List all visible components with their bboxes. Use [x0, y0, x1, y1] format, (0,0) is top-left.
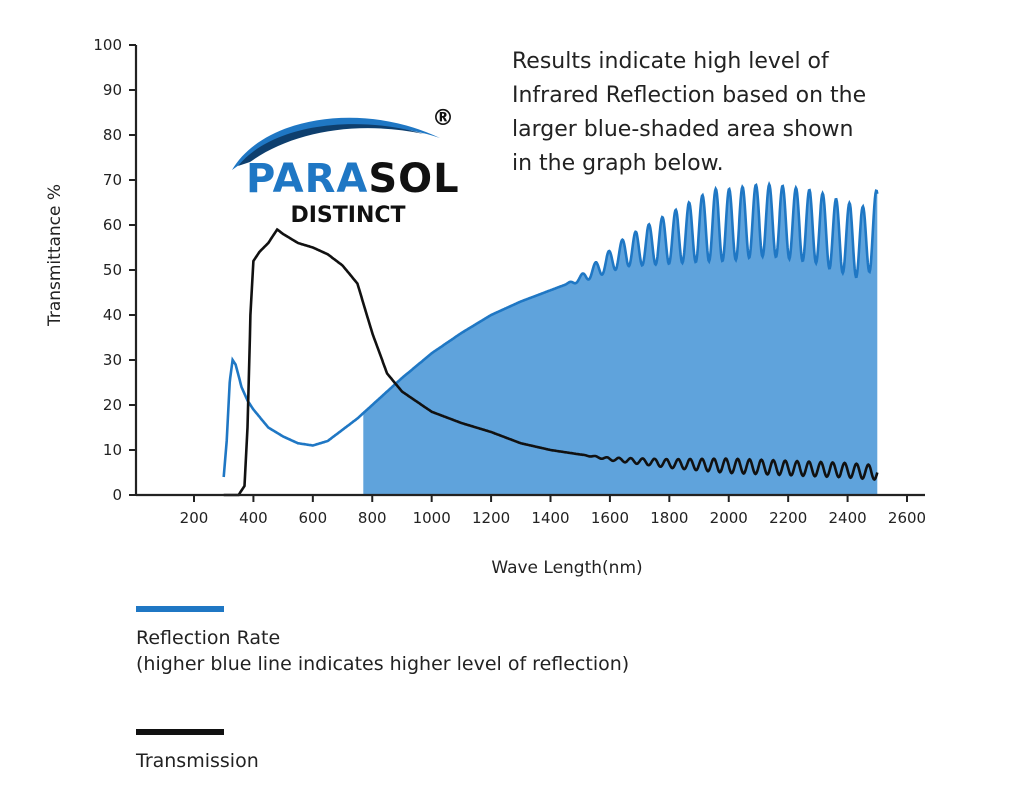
y-tick-label: 60: [103, 216, 122, 234]
logo-subtitle: DISTINCT: [290, 203, 405, 228]
y-tick-group: 0 10 20 30 40 50 60 70 80 90 100: [93, 36, 136, 504]
x-tick-label: 2600: [888, 509, 926, 527]
x-tick-label: 1800: [650, 509, 688, 527]
reflection-shaded-area: [363, 184, 878, 495]
legend-swatch-reflection: [136, 606, 224, 612]
legend-label-reflection: Reflection Rate: [136, 627, 280, 649]
y-tick-label: 10: [103, 441, 122, 459]
annotation: Results indicate high level of Infrared …: [512, 49, 866, 176]
x-tick-label: 1200: [472, 509, 510, 527]
logo-swoosh-dark: [238, 124, 424, 166]
logo-swoosh-blue: [232, 117, 440, 170]
logo-wordmark: PARASOL: [246, 156, 460, 202]
logo-registered-mark: ®: [432, 106, 454, 131]
legend-swatch-transmission: [136, 729, 224, 735]
x-tick-label: 200: [180, 509, 209, 527]
x-tick-label: 2400: [828, 509, 866, 527]
y-tick-label: 0: [112, 486, 122, 504]
y-tick-label: 20: [103, 396, 122, 414]
x-tick-label: 2000: [710, 509, 748, 527]
x-tick-label: 1000: [413, 509, 451, 527]
y-tick-label: 40: [103, 306, 122, 324]
legend-sublabel-reflection: (higher blue line indicates higher level…: [136, 653, 629, 675]
x-tick-label: 800: [358, 509, 387, 527]
annotation-line-3: larger blue-shaded area shown: [512, 117, 853, 142]
annotation-line-2: Infrared Reflection based on the: [512, 83, 866, 108]
transmission-line: [223, 227, 879, 497]
x-tick-label: 2200: [769, 509, 807, 527]
legend-label-transmission: Transmission: [135, 750, 259, 772]
y-tick-label: 90: [103, 81, 122, 99]
y-tick-label: 100: [93, 36, 122, 54]
logo-wordmark-para: PARA: [246, 156, 368, 202]
legend: Reflection Rate (higher blue line indica…: [135, 606, 629, 772]
annotation-line-4: in the graph below.: [512, 151, 724, 176]
y-tick-label: 70: [103, 171, 122, 189]
x-axis-title: Wave Length(nm): [491, 558, 642, 578]
parasol-logo: ® PARASOL DISTINCT: [232, 106, 460, 228]
x-tick-group: 200 400 600 800 1000 1200 1400 1600 1800 2000 2200…: [180, 495, 926, 527]
y-axis-title: Transmittance %: [45, 184, 65, 327]
reflection-rate-line: [222, 180, 879, 478]
x-tick-label: 1600: [591, 509, 629, 527]
x-tick-label: 600: [299, 509, 328, 527]
y-tick-label: 30: [103, 351, 122, 369]
y-tick-label: 50: [103, 261, 122, 279]
y-tick-label: 80: [103, 126, 122, 144]
logo-wordmark-sol: SOL: [368, 156, 459, 202]
annotation-line-1: Results indicate high level of: [512, 49, 830, 74]
x-tick-label: 1400: [531, 509, 569, 527]
x-tick-label: 400: [239, 509, 268, 527]
